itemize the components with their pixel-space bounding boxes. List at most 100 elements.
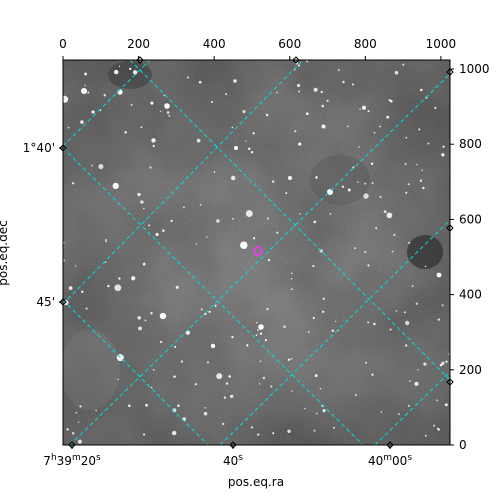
star: [105, 239, 107, 241]
star: [409, 380, 411, 382]
ra-axis-tick-label: 40m​00s​: [368, 453, 412, 468]
grid-edge-tick: [136, 56, 144, 64]
star: [159, 312, 167, 320]
star: [210, 101, 213, 103]
star: [143, 207, 145, 210]
star: [210, 343, 216, 349]
star: [306, 60, 308, 63]
star: [186, 76, 189, 79]
star: [242, 110, 246, 114]
star: [200, 308, 203, 311]
star: [370, 162, 374, 165]
star: [283, 325, 286, 329]
star: [312, 316, 315, 320]
star: [124, 131, 127, 134]
star: [174, 345, 177, 348]
star: [321, 124, 326, 129]
star: [437, 427, 439, 430]
right-axis-tick-label: 400: [459, 288, 482, 302]
star: [214, 304, 217, 307]
star: [91, 164, 93, 167]
star: [131, 276, 136, 281]
star: [290, 288, 293, 291]
star: [159, 340, 163, 344]
star: [404, 163, 407, 165]
ra-axis-tick-label: 40s​: [223, 453, 243, 468]
star: [272, 432, 275, 435]
star: [258, 383, 261, 385]
grid-edge-tick: [229, 441, 237, 449]
star: [130, 103, 133, 106]
right-axis-tick-label: 200: [459, 363, 482, 377]
star: [322, 409, 326, 413]
star: [276, 231, 279, 234]
star: [417, 369, 419, 371]
star: [364, 182, 367, 185]
star: [113, 69, 119, 75]
top-pixel-axis: 0 200 400 600 800 1000: [59, 37, 456, 60]
star: [142, 262, 146, 266]
star: [315, 176, 318, 179]
star: [380, 411, 383, 413]
star: [143, 433, 146, 436]
star: [327, 189, 333, 195]
star: [288, 176, 292, 180]
star: [433, 424, 436, 427]
star: [375, 227, 378, 230]
right-axis-tick-label: 800: [459, 137, 482, 151]
star: [208, 310, 211, 313]
dec-axis: 1°40' 45': [23, 141, 63, 309]
star: [316, 412, 318, 415]
star: [117, 378, 119, 380]
right-axis-tick-label: 600: [459, 212, 482, 226]
star: [422, 186, 425, 190]
star: [407, 404, 410, 407]
star: [362, 105, 366, 110]
star: [419, 179, 423, 182]
star: [441, 361, 445, 365]
star: [118, 277, 121, 280]
star: [84, 72, 88, 76]
star: [379, 195, 382, 198]
star: [313, 220, 317, 224]
star: [172, 408, 177, 413]
star: [321, 104, 325, 108]
star: [326, 99, 329, 102]
star: [298, 142, 302, 146]
star: [424, 265, 427, 268]
star: [418, 128, 421, 131]
star: [81, 290, 84, 293]
star: [402, 63, 405, 66]
star: [367, 110, 370, 113]
star: [267, 217, 270, 220]
star: [259, 360, 262, 363]
star: [107, 284, 110, 288]
star: [266, 308, 269, 311]
star: [78, 421, 80, 423]
star: [391, 250, 394, 253]
star: [152, 144, 155, 148]
star: [405, 191, 408, 194]
star: [257, 329, 259, 331]
star: [255, 321, 258, 324]
star: [71, 182, 75, 185]
star: [364, 250, 367, 254]
star: [180, 360, 183, 363]
star: [213, 171, 216, 173]
star: [74, 265, 77, 267]
star: [423, 362, 427, 366]
star: [118, 65, 121, 68]
star: [290, 278, 293, 280]
star: [245, 140, 247, 142]
grid-edge-tick: [386, 441, 394, 449]
dec-axis-tick-label: 1°40': [23, 141, 55, 155]
grid-line: [63, 147, 364, 445]
star: [321, 310, 325, 314]
ra-axis: 7h​39m​20s​ 40s​ 40m​00s​: [43, 56, 454, 468]
star: [152, 368, 155, 371]
star: [247, 147, 251, 151]
star: [342, 80, 345, 84]
top-axis-tick-label: 600: [278, 37, 301, 51]
star: [398, 413, 400, 415]
top-axis-tick-label: 200: [127, 37, 150, 51]
